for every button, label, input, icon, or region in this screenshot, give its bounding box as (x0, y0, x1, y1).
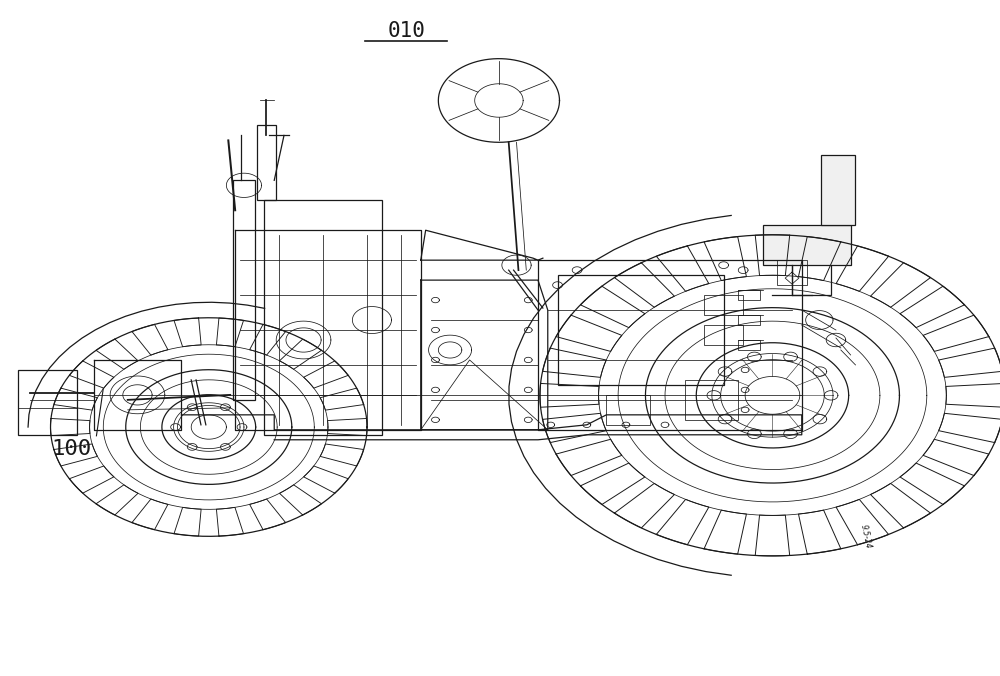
FancyBboxPatch shape (821, 155, 855, 225)
Text: 9.5-24: 9.5-24 (858, 524, 872, 550)
Text: 100: 100 (51, 439, 91, 459)
FancyBboxPatch shape (763, 225, 851, 265)
Text: 010: 010 (387, 21, 425, 41)
